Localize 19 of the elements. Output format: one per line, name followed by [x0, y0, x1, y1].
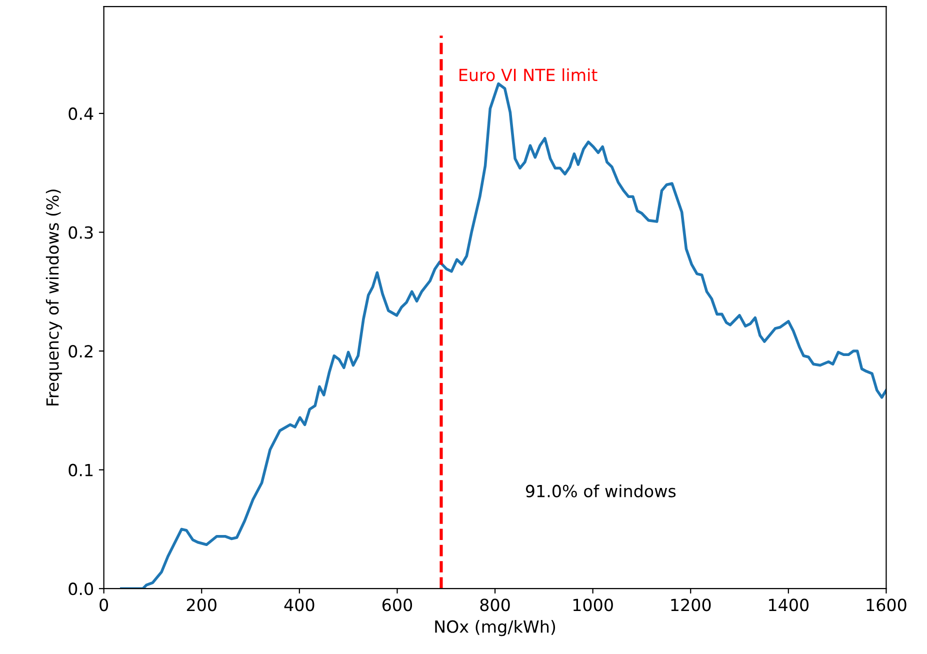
y-axis-title: Frequency of windows (%): [46, 190, 62, 406]
annotation: 91.0% of windows: [526, 484, 676, 498]
x-tick-label: 0: [100, 598, 108, 612]
ref-line-label: Euro VI NTE limit: [460, 68, 598, 82]
x-tick-label: 1600: [866, 598, 906, 612]
line-series: [120, 82, 886, 589]
x-tick-label: 600: [382, 598, 412, 612]
x-tick-label: 400: [284, 598, 314, 612]
x-tick-label: 1200: [671, 598, 711, 612]
y-tick-label: 0.1: [68, 464, 93, 476]
x-tick-label: 200: [186, 598, 216, 612]
y-tick-label: 0.2: [68, 344, 92, 358]
y-tick-label: 0.0: [68, 582, 93, 596]
x-tick-label: 800: [480, 598, 510, 612]
y-tick-label: 0.3: [68, 226, 93, 239]
x-tick-label: 1000: [573, 598, 613, 612]
x-axis-title: NOx (mg/kWh): [435, 620, 556, 636]
y-tick-label: 0.4: [68, 107, 94, 120]
x-tick-label: 1400: [769, 598, 809, 612]
